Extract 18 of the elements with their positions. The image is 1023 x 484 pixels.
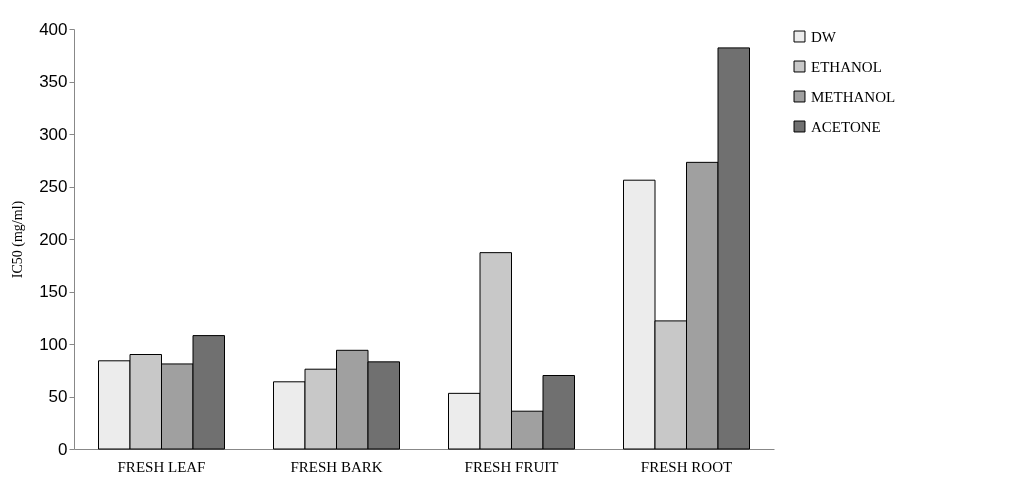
- y-tick-label: 350: [39, 72, 68, 91]
- legend-label: ETHANOL: [811, 58, 882, 75]
- y-tick-label: 400: [39, 19, 68, 39]
- x-tick-label: FRESH ROOT: [640, 458, 733, 475]
- y-tick-label: 100: [39, 334, 68, 354]
- legend-label: ACETONE: [811, 118, 881, 135]
- y-tick-label: 200: [39, 229, 68, 249]
- y-tick-label: 150: [39, 282, 68, 301]
- legend-label: METHANOL: [811, 88, 896, 105]
- y-tick-label: 300: [39, 124, 68, 144]
- y-tick-label: 50: [48, 387, 68, 406]
- legend-label: DW: [811, 28, 837, 45]
- y-axis-title: IC50 (mg/ml): [10, 200, 27, 279]
- y-tick-label: 0: [58, 439, 68, 459]
- y-tick-label: 250: [39, 177, 68, 196]
- x-tick-label: FRESH BARK: [290, 458, 383, 475]
- x-tick-label: FRESH FRUIT: [464, 458, 559, 475]
- x-tick-label: FRESH LEAF: [117, 458, 206, 475]
